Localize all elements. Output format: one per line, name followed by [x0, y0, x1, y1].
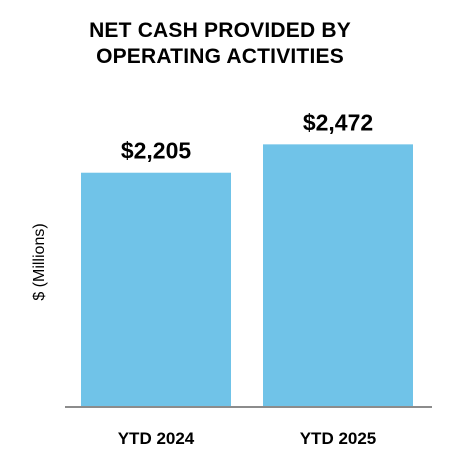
x-tick-label-1: YTD 2024	[118, 429, 195, 448]
data-labels-group: $2,205 $2,472	[121, 109, 373, 163]
x-tick-labels-group: YTD 2024 YTD 2025	[118, 429, 377, 448]
x-tick-label-2: YTD 2025	[300, 429, 377, 448]
bar-2	[263, 144, 413, 407]
bars-group	[81, 144, 413, 407]
data-label-2: $2,472	[303, 109, 373, 135]
chart-title: NET CASH PROVIDED BY OPERATING ACTIVITIE…	[89, 19, 351, 68]
data-label-1: $2,205	[121, 138, 192, 164]
bar-1	[81, 172, 231, 407]
